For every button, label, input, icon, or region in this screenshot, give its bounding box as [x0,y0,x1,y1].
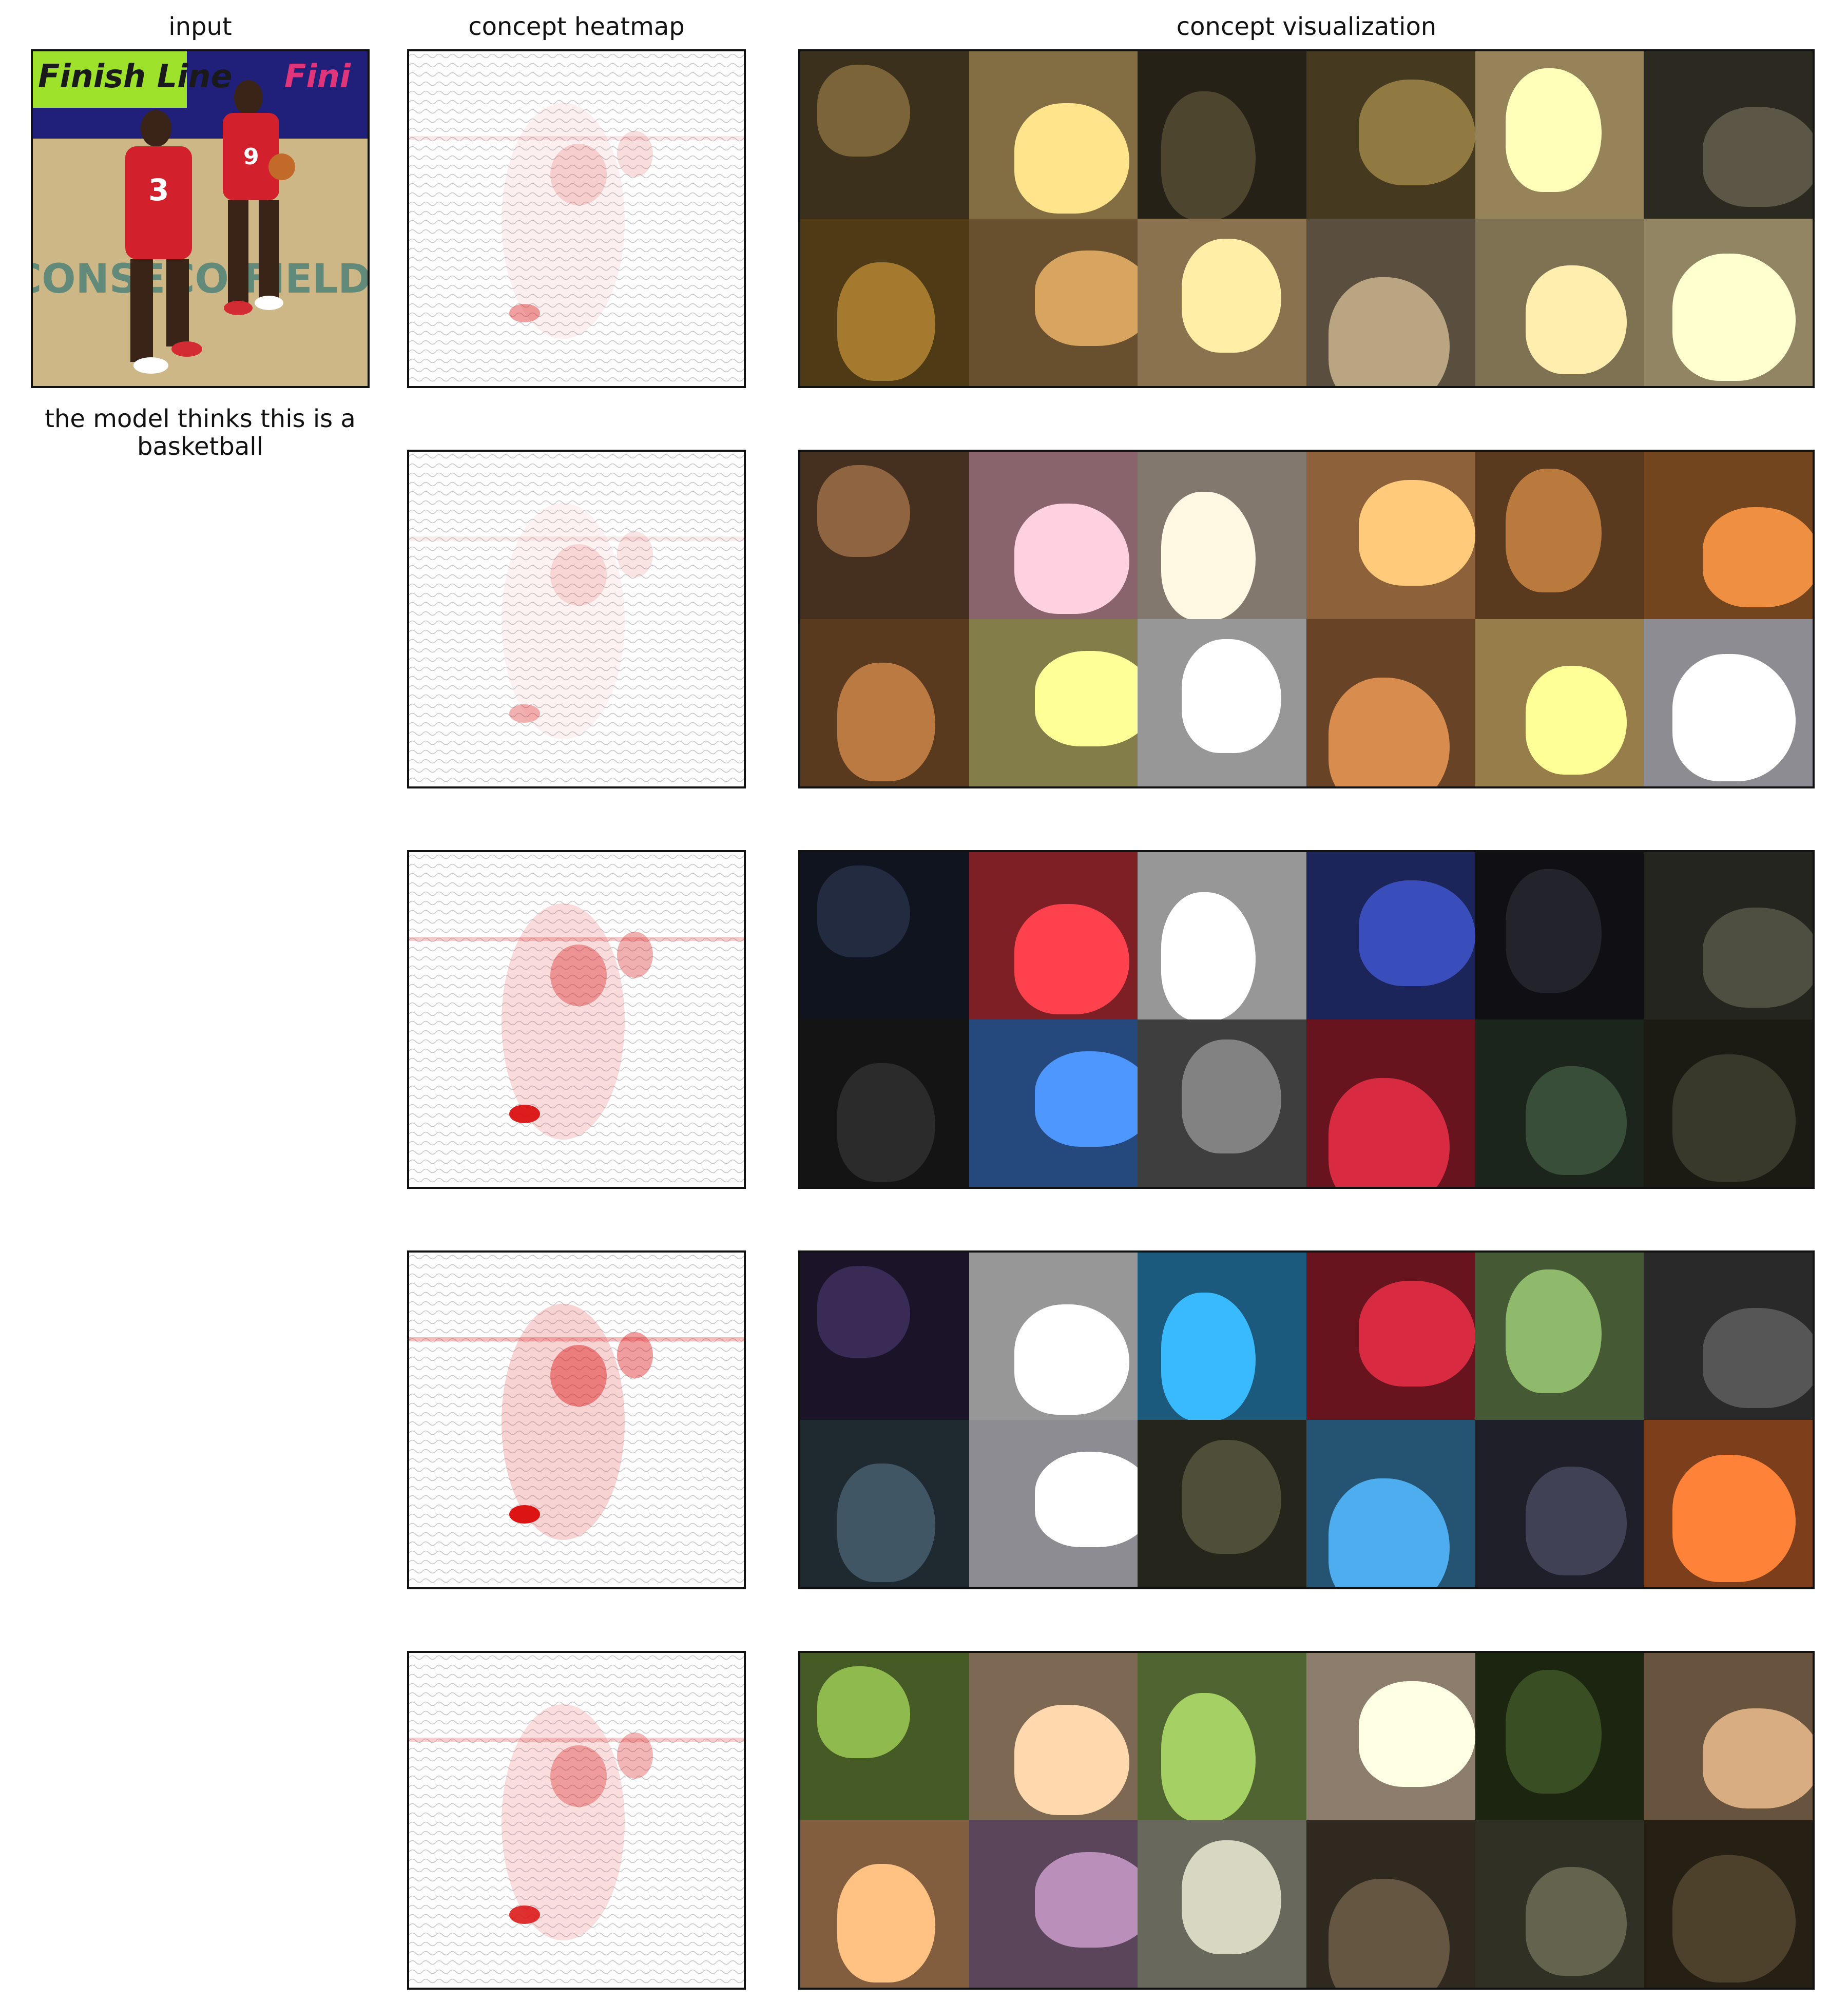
concept-heatmap-4 [407,1250,746,1589]
concept-example-tile [1475,452,1644,619]
concept-example-tile [1306,1019,1475,1187]
concept-example-tile [969,1820,1138,1988]
concept-example-tile [969,1019,1138,1187]
concept-example-tile [1306,51,1475,219]
concept-example-tile [1138,51,1306,219]
concept-example-tile [969,619,1138,786]
concept-example-tile [1475,852,1644,1019]
concept-example-tile [800,1019,969,1187]
concept-example-tile [1306,1653,1475,1820]
concept-example-tile [1306,852,1475,1019]
concept-example-tile [1138,1253,1306,1420]
concept-example-tile [1138,1019,1306,1187]
input-column-title: input [168,12,232,41]
concept-example-tile [1475,1420,1644,1587]
concept-example-tile [1138,1653,1306,1820]
concept-example-tile [800,1820,969,1988]
concept-example-tile [800,1653,969,1820]
concept-example-tile [1475,219,1644,386]
concept-example-tile [969,219,1138,386]
concept-visualization-grid-2 [798,450,1815,788]
concept-example-tile [800,1253,969,1420]
concept-heatmap-2 [407,450,746,788]
concept-example-tile [969,1653,1138,1820]
concept-example-tile [969,51,1138,219]
concept-example-tile [800,51,969,219]
floor-text: CONSECO FIELDHOUSE [33,256,368,302]
concept-example-tile [1475,1019,1644,1187]
concept-example-tile [1475,1653,1644,1820]
concept-example-tile [1475,1253,1644,1420]
concept-example-tile [1644,452,1813,619]
concept-example-tile [1644,1653,1813,1820]
concept-example-tile [969,852,1138,1019]
concept-example-tile [1306,1253,1475,1420]
concept-example-tile [1644,51,1813,219]
concept-example-tile [800,219,969,386]
basketball-scene-image: Finish Line Fini CONSECO FIELDHOUSE 9 3 [33,51,368,386]
concept-heatmap-1 [407,49,746,388]
sign-text-right: Fini [284,57,351,95]
concept-example-tile [800,1420,969,1587]
sign-text: Finish Line [38,57,233,95]
concept-example-tile [1644,1019,1813,1187]
concept-example-tile [1306,452,1475,619]
jersey-number-3: 3 [148,172,169,207]
concept-visualization-grid-1 [798,49,1815,388]
concept-example-tile [1306,219,1475,386]
concept-example-tile [1475,51,1644,219]
concept-example-tile [800,619,969,786]
concept-example-tile [800,452,969,619]
concept-visualization-grid-4 [798,1250,1815,1589]
concept-example-tile [1644,619,1813,786]
concept-example-tile [969,1253,1138,1420]
concept-example-tile [969,1420,1138,1587]
concept-visualization-grid-3 [798,850,1815,1189]
concept-example-tile [1138,619,1306,786]
concept-visualization-grid-5 [798,1651,1815,1990]
concept-example-tile [1138,1420,1306,1587]
concept-example-tile [1644,1420,1813,1587]
concept-example-tile [1138,452,1306,619]
concept-example-tile [1475,1820,1644,1988]
concept-example-tile [1644,1820,1813,1988]
concept-example-tile [1138,1820,1306,1988]
concept-example-tile [1306,1420,1475,1587]
heatmap-column-title: concept heatmap [468,12,685,41]
concept-example-tile [800,852,969,1019]
jersey-number-9: 9 [243,144,259,170]
concept-example-tile [1306,1820,1475,1988]
concept-heatmap-5 [407,1651,746,1990]
concept-heatmap-3 [407,850,746,1189]
concept-example-tile [1644,852,1813,1019]
concept-example-tile [1138,852,1306,1019]
input-image: Finish Line Fini CONSECO FIELDHOUSE 9 3 [31,49,370,388]
concept-example-tile [1475,619,1644,786]
prediction-caption: the model thinks this is a basketball [45,405,356,461]
concept-example-tile [1644,1253,1813,1420]
concept-example-tile [1306,619,1475,786]
visualization-column-title: concept visualization [1176,12,1437,41]
concept-example-tile [1644,219,1813,386]
concept-example-tile [1138,219,1306,386]
concept-example-tile [969,452,1138,619]
